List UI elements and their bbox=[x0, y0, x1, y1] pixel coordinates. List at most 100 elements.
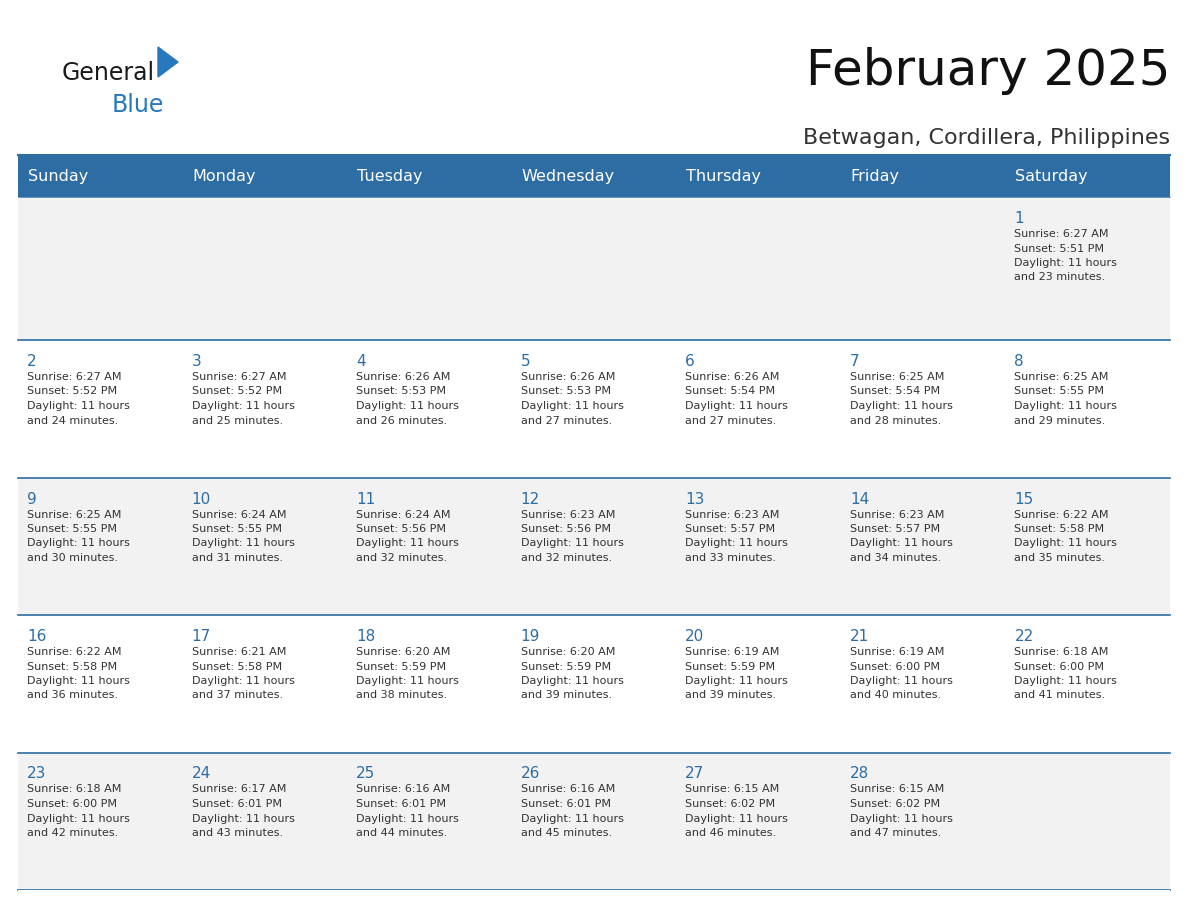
Text: 4: 4 bbox=[356, 354, 366, 369]
Text: Sunrise: 6:21 AM: Sunrise: 6:21 AM bbox=[191, 647, 286, 657]
Text: Sunset: 5:56 PM: Sunset: 5:56 PM bbox=[520, 524, 611, 534]
Text: Sunset: 6:02 PM: Sunset: 6:02 PM bbox=[685, 799, 776, 809]
Text: Daylight: 11 hours: Daylight: 11 hours bbox=[27, 539, 129, 548]
Text: Sunset: 5:54 PM: Sunset: 5:54 PM bbox=[685, 386, 776, 397]
Text: and 41 minutes.: and 41 minutes. bbox=[1015, 690, 1106, 700]
Bar bbox=[183, 477, 347, 615]
Text: 26: 26 bbox=[520, 767, 541, 781]
Bar bbox=[1005, 615, 1170, 753]
Text: Sunrise: 6:16 AM: Sunrise: 6:16 AM bbox=[356, 785, 450, 794]
Text: Sunset: 5:55 PM: Sunset: 5:55 PM bbox=[191, 524, 282, 534]
Text: Daylight: 11 hours: Daylight: 11 hours bbox=[685, 813, 788, 823]
Text: Sunrise: 6:23 AM: Sunrise: 6:23 AM bbox=[520, 509, 615, 520]
Text: Sunrise: 6:15 AM: Sunrise: 6:15 AM bbox=[849, 785, 944, 794]
Text: and 30 minutes.: and 30 minutes. bbox=[27, 553, 118, 563]
Bar bbox=[512, 615, 676, 753]
Text: 9: 9 bbox=[27, 491, 37, 507]
Text: General: General bbox=[62, 61, 156, 85]
Text: Daylight: 11 hours: Daylight: 11 hours bbox=[356, 676, 459, 686]
Text: Sunset: 5:56 PM: Sunset: 5:56 PM bbox=[356, 524, 447, 534]
Text: Daylight: 11 hours: Daylight: 11 hours bbox=[1015, 676, 1117, 686]
Text: and 27 minutes.: and 27 minutes. bbox=[685, 416, 777, 426]
Text: 14: 14 bbox=[849, 491, 870, 507]
Text: Daylight: 11 hours: Daylight: 11 hours bbox=[849, 401, 953, 411]
Text: Sunrise: 6:24 AM: Sunrise: 6:24 AM bbox=[191, 509, 286, 520]
Text: Monday: Monday bbox=[192, 169, 257, 184]
Text: Sunset: 6:02 PM: Sunset: 6:02 PM bbox=[849, 799, 940, 809]
Text: Wednesday: Wednesday bbox=[522, 169, 615, 184]
Text: Daylight: 11 hours: Daylight: 11 hours bbox=[191, 539, 295, 548]
Text: 16: 16 bbox=[27, 629, 46, 644]
Bar bbox=[347, 477, 512, 615]
Bar bbox=[1005, 340, 1170, 477]
Text: and 37 minutes.: and 37 minutes. bbox=[191, 690, 283, 700]
Bar bbox=[841, 477, 1005, 615]
Bar bbox=[841, 615, 1005, 753]
Text: 27: 27 bbox=[685, 767, 704, 781]
Bar bbox=[512, 340, 676, 477]
Bar bbox=[183, 340, 347, 477]
Text: Sunset: 5:58 PM: Sunset: 5:58 PM bbox=[27, 662, 118, 671]
Text: 2: 2 bbox=[27, 354, 37, 369]
Text: Sunrise: 6:25 AM: Sunrise: 6:25 AM bbox=[849, 372, 944, 382]
Text: 15: 15 bbox=[1015, 491, 1034, 507]
Text: and 34 minutes.: and 34 minutes. bbox=[849, 553, 941, 563]
Text: and 47 minutes.: and 47 minutes. bbox=[849, 828, 941, 838]
Text: Daylight: 11 hours: Daylight: 11 hours bbox=[27, 401, 129, 411]
Text: Daylight: 11 hours: Daylight: 11 hours bbox=[191, 676, 295, 686]
Bar bbox=[347, 753, 512, 890]
Text: 8: 8 bbox=[1015, 354, 1024, 369]
Bar bbox=[347, 615, 512, 753]
Bar bbox=[183, 615, 347, 753]
Text: Sunset: 5:59 PM: Sunset: 5:59 PM bbox=[685, 662, 776, 671]
Text: Sunrise: 6:20 AM: Sunrise: 6:20 AM bbox=[356, 647, 450, 657]
Text: and 39 minutes.: and 39 minutes. bbox=[685, 690, 777, 700]
Text: Sunset: 5:52 PM: Sunset: 5:52 PM bbox=[191, 386, 282, 397]
Text: Sunset: 5:52 PM: Sunset: 5:52 PM bbox=[27, 386, 118, 397]
Text: Sunset: 6:01 PM: Sunset: 6:01 PM bbox=[191, 799, 282, 809]
Text: Sunset: 6:00 PM: Sunset: 6:00 PM bbox=[27, 799, 116, 809]
Bar bbox=[512, 155, 676, 197]
Text: and 35 minutes.: and 35 minutes. bbox=[1015, 553, 1105, 563]
Text: 23: 23 bbox=[27, 767, 46, 781]
Polygon shape bbox=[158, 47, 178, 77]
Text: 11: 11 bbox=[356, 491, 375, 507]
Text: 10: 10 bbox=[191, 491, 210, 507]
Text: Daylight: 11 hours: Daylight: 11 hours bbox=[356, 401, 459, 411]
Text: Daylight: 11 hours: Daylight: 11 hours bbox=[356, 539, 459, 548]
Text: 28: 28 bbox=[849, 767, 870, 781]
Bar bbox=[676, 340, 841, 477]
Bar bbox=[183, 753, 347, 890]
Text: Sunrise: 6:17 AM: Sunrise: 6:17 AM bbox=[191, 785, 286, 794]
Text: and 28 minutes.: and 28 minutes. bbox=[849, 416, 941, 426]
Text: and 29 minutes.: and 29 minutes. bbox=[1015, 416, 1106, 426]
Text: Sunrise: 6:19 AM: Sunrise: 6:19 AM bbox=[849, 647, 944, 657]
Text: 18: 18 bbox=[356, 629, 375, 644]
Text: Sunset: 5:53 PM: Sunset: 5:53 PM bbox=[356, 386, 447, 397]
Text: Friday: Friday bbox=[851, 169, 899, 184]
Text: 22: 22 bbox=[1015, 629, 1034, 644]
Text: 19: 19 bbox=[520, 629, 541, 644]
Text: and 44 minutes.: and 44 minutes. bbox=[356, 828, 448, 838]
Text: Daylight: 11 hours: Daylight: 11 hours bbox=[685, 539, 788, 548]
Bar bbox=[676, 155, 841, 197]
Text: Sunset: 5:58 PM: Sunset: 5:58 PM bbox=[1015, 524, 1105, 534]
Text: 20: 20 bbox=[685, 629, 704, 644]
Text: Betwagan, Cordillera, Philippines: Betwagan, Cordillera, Philippines bbox=[803, 128, 1170, 148]
Text: and 32 minutes.: and 32 minutes. bbox=[520, 553, 612, 563]
Text: 5: 5 bbox=[520, 354, 530, 369]
Bar bbox=[1005, 197, 1170, 340]
Bar bbox=[841, 753, 1005, 890]
Text: Daylight: 11 hours: Daylight: 11 hours bbox=[520, 539, 624, 548]
Bar bbox=[676, 477, 841, 615]
Text: Sunrise: 6:27 AM: Sunrise: 6:27 AM bbox=[191, 372, 286, 382]
Text: and 33 minutes.: and 33 minutes. bbox=[685, 553, 776, 563]
Text: Sunrise: 6:26 AM: Sunrise: 6:26 AM bbox=[356, 372, 450, 382]
Bar bbox=[1005, 477, 1170, 615]
Text: Sunset: 5:54 PM: Sunset: 5:54 PM bbox=[849, 386, 940, 397]
Text: Sunset: 5:58 PM: Sunset: 5:58 PM bbox=[191, 662, 282, 671]
Text: Daylight: 11 hours: Daylight: 11 hours bbox=[849, 676, 953, 686]
Text: and 39 minutes.: and 39 minutes. bbox=[520, 690, 612, 700]
Text: and 43 minutes.: and 43 minutes. bbox=[191, 828, 283, 838]
Text: and 46 minutes.: and 46 minutes. bbox=[685, 828, 777, 838]
